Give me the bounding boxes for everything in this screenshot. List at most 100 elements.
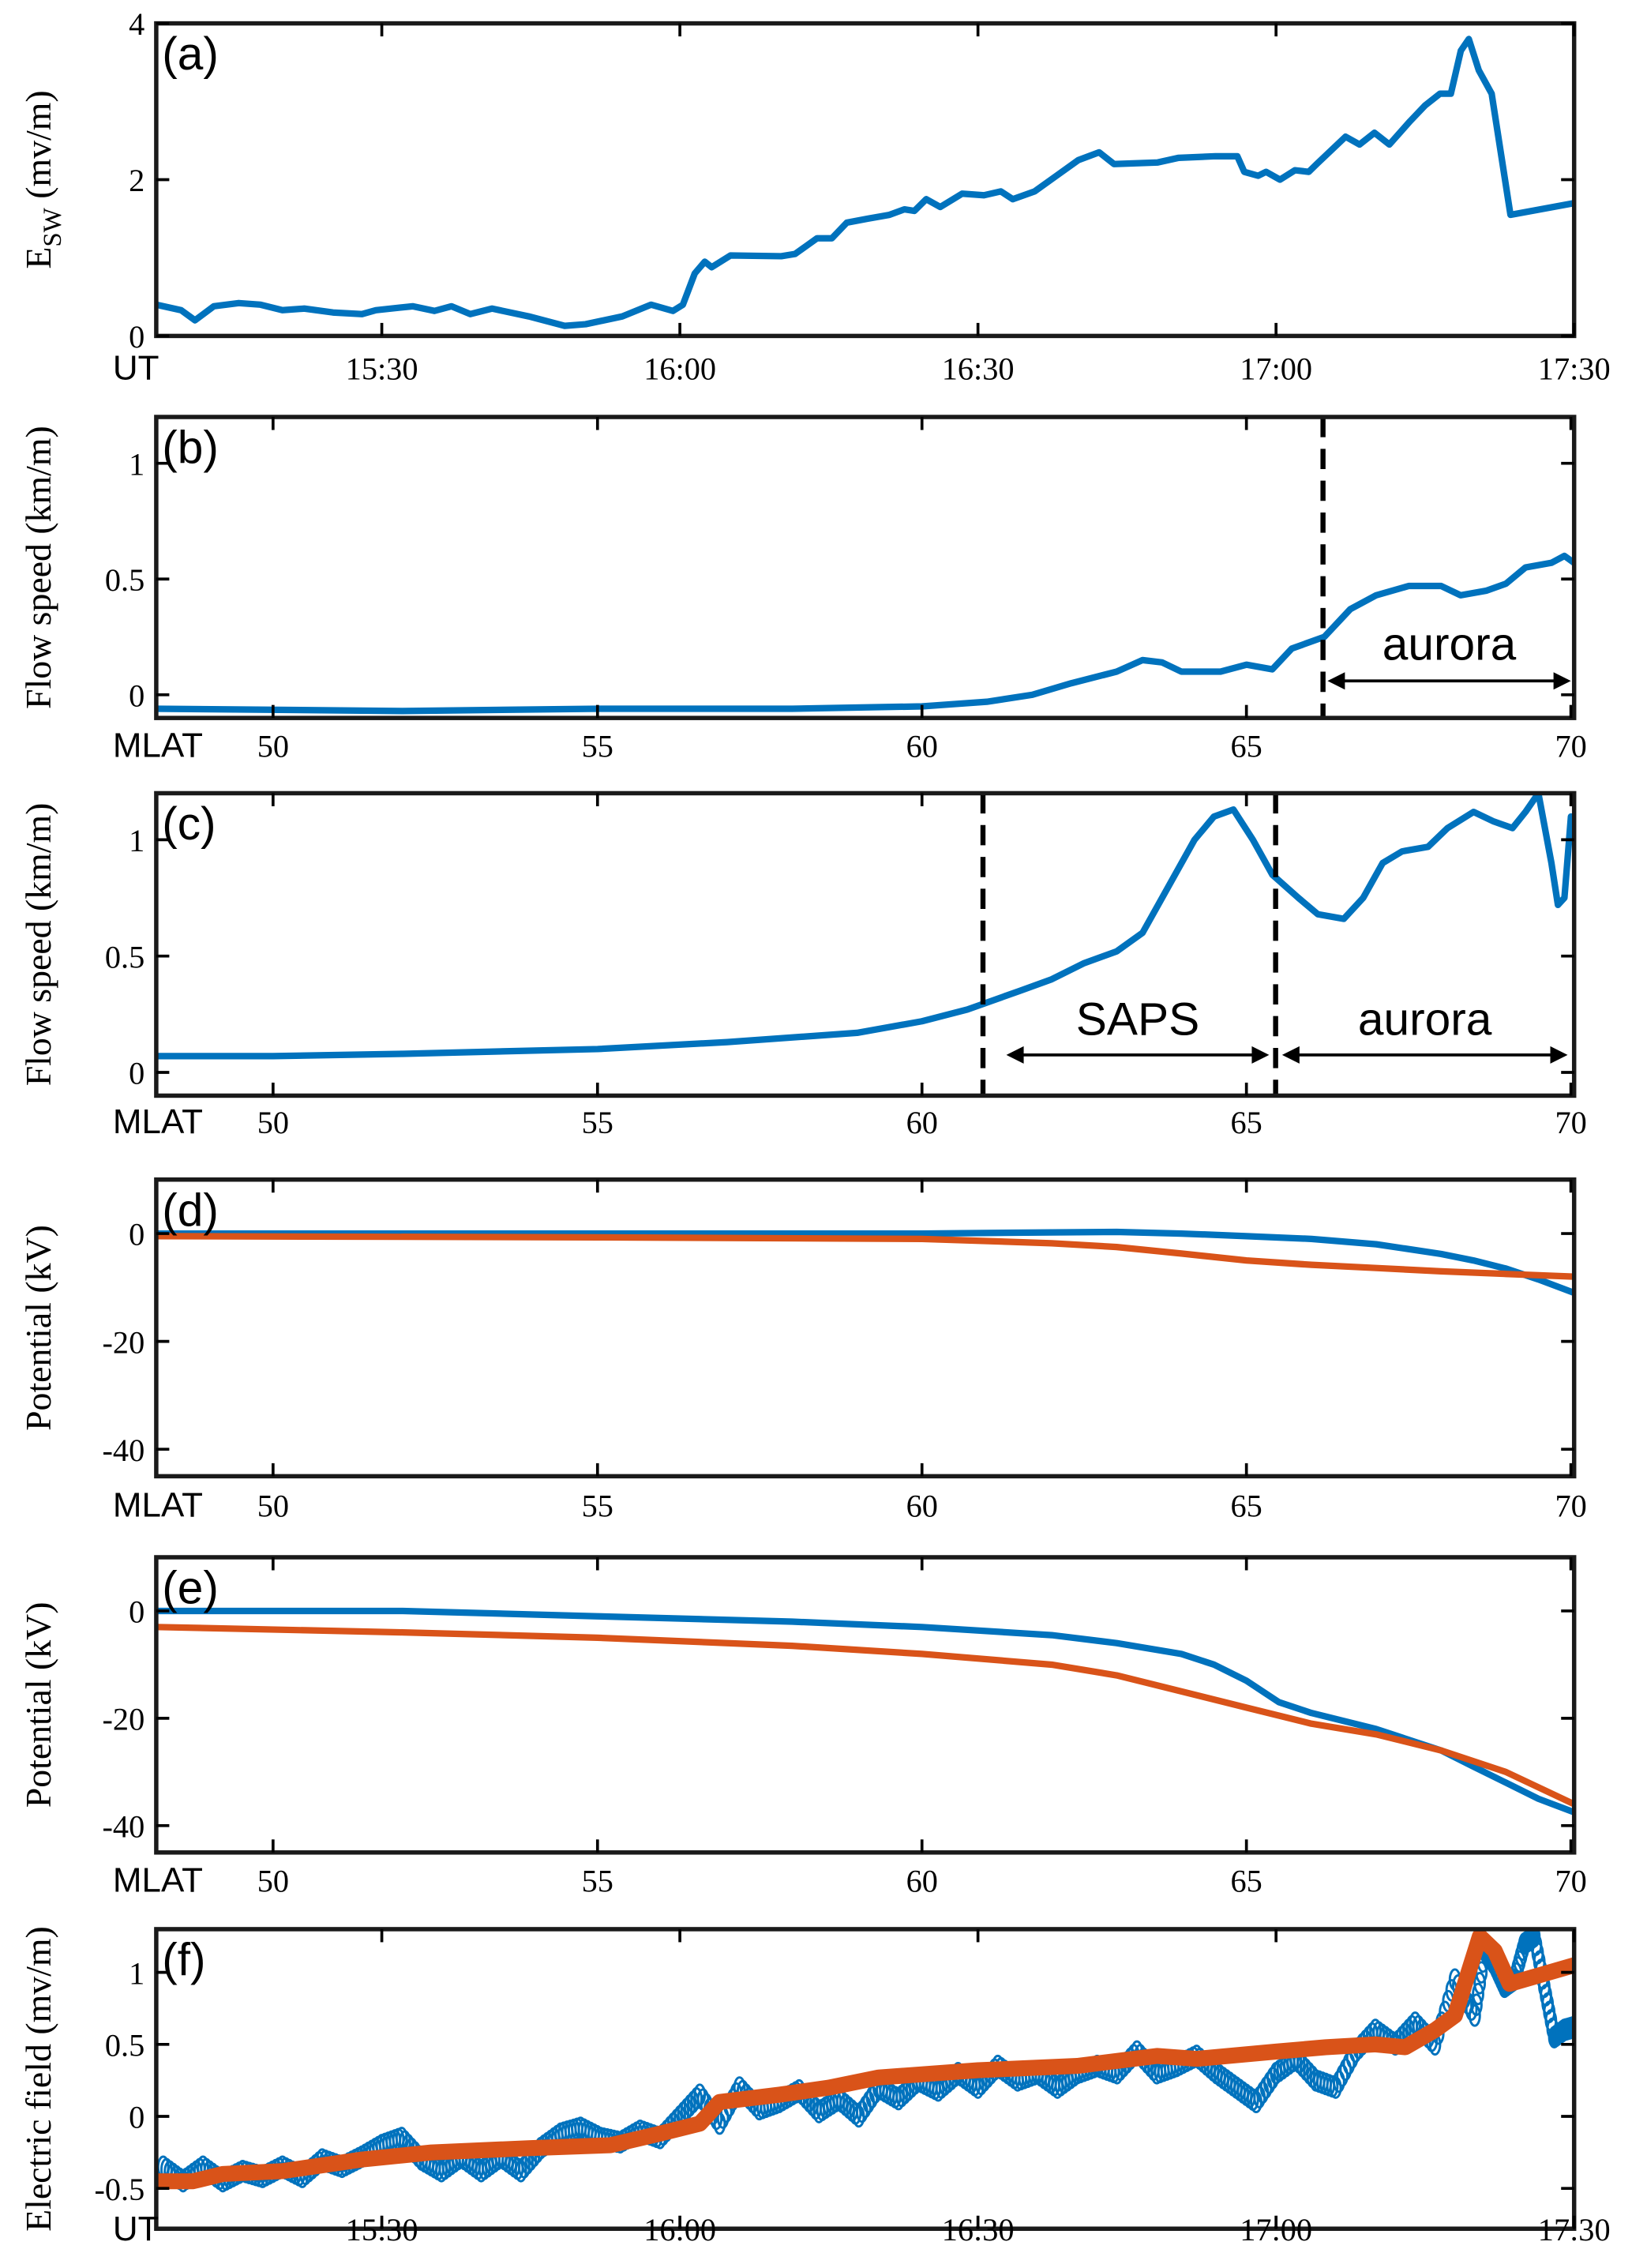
y-tick-label: -40: [103, 1808, 145, 1844]
x-tick-label: 16:00: [643, 2212, 716, 2247]
y-tick-label: 0: [129, 2100, 144, 2135]
y-tick-label: -40: [103, 1433, 145, 1468]
x-tick-label: 17:00: [1240, 351, 1312, 386]
x-tick-label: 50: [257, 1105, 289, 1140]
y-axis-label: Flow speed (km/m): [18, 803, 58, 1087]
panel-label: (f): [162, 1935, 205, 1986]
panel-label: (b): [162, 422, 219, 474]
x-tick-label: 60: [906, 1105, 938, 1140]
y-label-unit: (mv/m): [18, 90, 58, 208]
y-axis-label: Potential (kV): [18, 1602, 58, 1808]
x-axis-name: MLAT: [113, 1486, 203, 1525]
x-tick-label: 60: [906, 729, 938, 764]
x-tick-label: 60: [906, 1863, 938, 1898]
x-axis-name: MLAT: [113, 1861, 203, 1899]
axes-box: [154, 21, 1577, 339]
y-tick-label: 1: [129, 1955, 144, 1991]
arrow-head-left-icon: [1327, 672, 1345, 690]
x-tick-label: 65: [1231, 1105, 1262, 1140]
y-tick-label: 0.5: [105, 2027, 144, 2063]
x-tick-label: 65: [1231, 1863, 1262, 1898]
panel-electric-field-f: 15:30 16:00 16:30 17:00 17:30 UT-0.5 0 0.5 1 Elec…: [18, 1926, 1610, 2248]
y-axis-label: Flow speed (km/m): [18, 426, 58, 709]
x-tick-label: 70: [1555, 1489, 1586, 1524]
axes-box: [154, 1177, 1577, 1479]
panel-label: (a): [162, 28, 219, 80]
y-tick-label: 0.5: [105, 939, 144, 974]
panel-esw: 15:30 16:00 16:30 17:00 17:30 UT0 2 4 ESW (mv/m)…: [18, 6, 1610, 387]
x-tick-label: 55: [582, 1863, 613, 1898]
x-tick-label: 50: [257, 1489, 289, 1524]
region-label-saps: SAPS: [1076, 993, 1199, 1045]
axes-box: [154, 1555, 1577, 1855]
x-tick-label: 16:30: [942, 2212, 1015, 2247]
y-tick-label: 0: [129, 1056, 144, 1091]
axes-box: [154, 790, 1577, 1098]
x-tick-label: 55: [582, 729, 613, 764]
x-tick-label: 15:30: [346, 2212, 418, 2247]
arrow-head-right-icon: [1251, 1046, 1270, 1064]
y-label-main: Potential (kV): [18, 1602, 58, 1808]
data-point: [1472, 1982, 1484, 2006]
x-tick-label: 60: [906, 1489, 938, 1524]
x-axis-name: MLAT: [113, 1102, 203, 1141]
y-label-main: Flow speed (km/m): [18, 426, 58, 709]
data-point: [1339, 2058, 1352, 2082]
panel-flow-speed-b: aurora 50 55 60 65 70 MLAT 0 0.5 1 Flow speed (km/…: [18, 415, 1587, 765]
series-line-blue: [156, 552, 1574, 715]
panel-label: (c): [162, 798, 216, 850]
y-tick-label: 2: [129, 163, 144, 198]
y-axis-label: Electric field (mv/m): [18, 1926, 58, 2232]
x-tick-label: 55: [582, 1105, 613, 1140]
series-line-orange: [156, 1233, 1574, 1280]
x-tick-label: 16:00: [643, 351, 716, 386]
y-tick-label: 0: [129, 678, 144, 714]
y-tick-label: 0: [129, 1594, 144, 1630]
x-tick-label: 17:30: [1538, 351, 1611, 386]
x-tick-label: 55: [582, 1489, 613, 1524]
y-label-subscript: SW: [39, 207, 67, 246]
region-label-aurora: aurora: [1358, 993, 1492, 1045]
x-tick-label: 17:30: [1538, 2212, 1611, 2247]
y-axis-label: ESW (mv/m): [18, 90, 67, 268]
panel-flow-speed-c: SAPS aurora 50 55 60 65 70 MLAT 0 0.5 1 Flow speed …: [18, 790, 1587, 1141]
x-axis-name: UT: [113, 2210, 159, 2248]
series-line-orange: [156, 1928, 1574, 2190]
x-tick-label: 70: [1555, 729, 1586, 764]
series-line-blue: [156, 1607, 1574, 1816]
data-point: [1329, 2076, 1342, 2099]
x-tick-label: 65: [1231, 729, 1262, 764]
arrow-head-right-icon: [1550, 1046, 1568, 1064]
y-tick-label: 4: [129, 6, 144, 42]
arrow-head-left-icon: [1281, 1046, 1300, 1064]
series-line-blue: [156, 793, 1574, 1060]
y-tick-label: -20: [103, 1702, 145, 1737]
y-tick-label: 1: [129, 446, 144, 482]
y-label-main: Potential (kV): [18, 1225, 58, 1431]
panel-potential-e: 50 55 60 65 70 MLAT -40 -20 0 Potential (kV) (e): [18, 1555, 1587, 1899]
y-axis-label: Potential (kV): [18, 1225, 58, 1431]
panel-label: (d): [162, 1185, 219, 1236]
x-tick-label: 70: [1555, 1105, 1586, 1140]
y-tick-label: 1: [129, 823, 144, 858]
axes-box: [154, 415, 1577, 720]
y-label-main: Flow speed (km/m): [18, 803, 58, 1087]
x-axis-name: UT: [113, 348, 159, 387]
data-point: [1468, 2004, 1481, 2027]
x-tick-label: 50: [257, 1863, 289, 1898]
data-point: [1473, 1972, 1487, 1995]
x-tick-label: 16:30: [942, 351, 1015, 386]
y-label-main: E: [18, 247, 58, 269]
y-tick-label: -0.5: [94, 2172, 144, 2207]
region-label-aurora: aurora: [1383, 619, 1517, 670]
data-point: [1336, 2064, 1349, 2087]
series-line-orange: [156, 1624, 1574, 1808]
arrow-head-left-icon: [1006, 1046, 1024, 1064]
arrow-head-right-icon: [1553, 672, 1571, 690]
series-line-blue: [156, 36, 1574, 329]
x-tick-label: 70: [1555, 1863, 1586, 1898]
y-tick-label: 0: [129, 319, 144, 355]
panel-potential-d: 50 55 60 65 70 MLAT -40 -20 0 Potential (kV) (d): [18, 1177, 1587, 1525]
y-label-main: Electric field (mv/m): [18, 1926, 58, 2232]
